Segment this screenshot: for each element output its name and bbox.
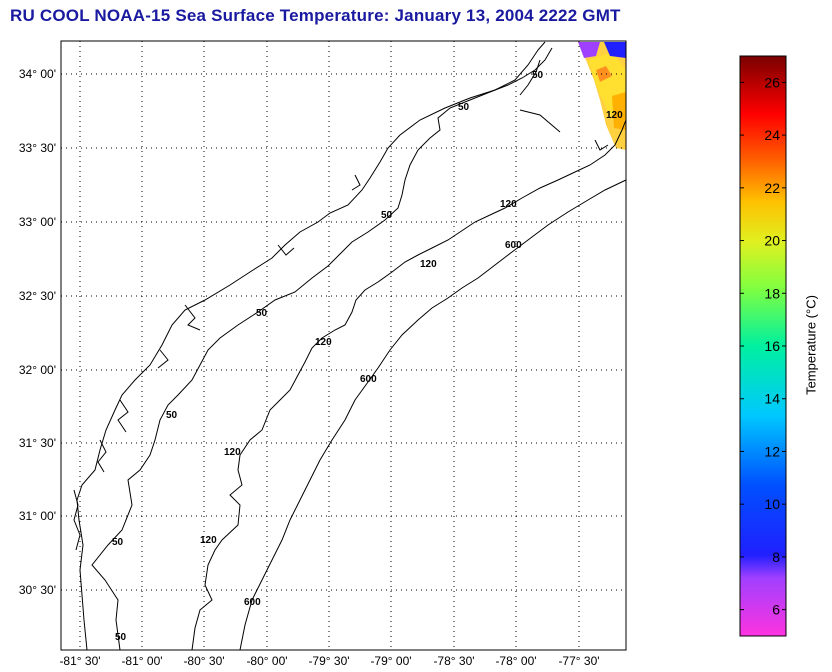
- lat-axis: 34° 00' 33° 30' 33° 00' 32° 30' 32° 00' …: [19, 67, 56, 597]
- colorbar-tick-label: 6: [772, 602, 780, 618]
- isobath-labels: 50 50 120 50 120 600 50 120 600 50 120 5…: [112, 70, 623, 643]
- colorbar-tick-label: 10: [764, 496, 780, 512]
- isobath-label: 120: [606, 110, 623, 121]
- isobath-600: [239, 179, 627, 651]
- colorbar-tick-label: 14: [764, 391, 780, 407]
- isobath-label: 50: [115, 632, 127, 643]
- lon-tick-label: -80° 30': [183, 654, 224, 668]
- lat-tick-label: 32° 30': [19, 289, 56, 303]
- isobath-label: 600: [360, 374, 377, 385]
- lon-tick-label: -81° 00': [121, 654, 162, 668]
- isobath-label: 120: [315, 337, 332, 348]
- isobath-label: 600: [244, 597, 261, 608]
- isobath-label: 120: [420, 259, 437, 270]
- plot-frame: [60, 40, 627, 651]
- colorbar-gradient: [739, 55, 787, 637]
- isobath-label: 50: [256, 308, 268, 319]
- colorbar-tick-label: 26: [764, 74, 780, 90]
- lat-tick-label: 32° 00': [19, 363, 56, 377]
- colorbar-tick-label: 22: [764, 180, 780, 196]
- lon-tick-label: -79° 30': [308, 654, 349, 668]
- graticule: [61, 41, 626, 650]
- lon-tick-label: -79° 00': [370, 654, 411, 668]
- colorbar-label: Temperature (°C): [803, 295, 819, 395]
- lat-tick-label: 34° 00': [19, 67, 56, 81]
- colorbar-tick-label: 24: [764, 127, 780, 143]
- isobath-label: 120: [500, 199, 517, 210]
- isobath-label: 50: [458, 102, 470, 113]
- lon-tick-label: -80° 00': [246, 654, 287, 668]
- isobath-50: [91, 47, 553, 651]
- isobath-label: 50: [112, 537, 124, 548]
- isobath-120: [191, 119, 627, 651]
- colorbar-tick-label: 16: [764, 338, 780, 354]
- colorbar-tick-label: 20: [764, 233, 780, 249]
- lon-tick-label: -81° 30': [59, 654, 100, 668]
- lat-tick-label: 33° 30': [19, 141, 56, 155]
- lat-tick-label: 31° 30': [19, 436, 56, 450]
- lon-tick-label: -77° 30': [558, 654, 599, 668]
- map-title: RU COOL NOAA-15 Sea Surface Temperature:…: [10, 6, 621, 25]
- lat-tick-label: 31° 00': [19, 509, 56, 523]
- sst-data-patch: [578, 42, 626, 150]
- isobath-label: 600: [505, 240, 522, 251]
- lon-tick-label: -78° 00': [495, 654, 536, 668]
- colorbar-tick-label: 12: [764, 443, 780, 459]
- colorbar-ticks: 6 8 10 12 14 16 18 20 22 24 26: [740, 74, 786, 618]
- isobath-label: 120: [200, 535, 217, 546]
- coastline: [73, 41, 609, 651]
- isobath-label: 120: [224, 447, 241, 458]
- lon-tick-label: -78° 30': [433, 654, 474, 668]
- lat-tick-label: 30° 30': [19, 583, 56, 597]
- isobath-label: 50: [381, 210, 393, 221]
- lat-tick-label: 33° 00': [19, 215, 56, 229]
- colorbar-tick-label: 8: [772, 549, 780, 565]
- colorbar: 6 8 10 12 14 16 18 20 22 24 26: [739, 55, 787, 637]
- lon-axis: -81° 30' -81° 00' -80° 30' -80° 00' -79°…: [59, 654, 599, 668]
- colorbar-tick-label: 18: [764, 285, 780, 301]
- isobath-label: 50: [166, 410, 178, 421]
- isobath-label: 50: [532, 70, 544, 81]
